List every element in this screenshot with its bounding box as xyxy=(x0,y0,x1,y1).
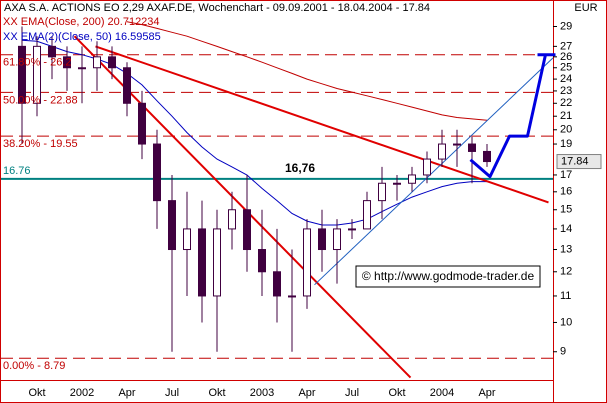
y-tick-label: 13 xyxy=(560,243,572,255)
candle-body xyxy=(78,67,86,70)
candle-body xyxy=(243,209,251,251)
candle-body xyxy=(123,67,131,104)
x-tick-label: Apr xyxy=(118,387,135,399)
ema-line xyxy=(126,21,488,121)
candle-body xyxy=(138,102,146,145)
x-tick-label: 2003 xyxy=(250,387,274,399)
level-label: 38.20% - 19.55 xyxy=(3,138,78,150)
candle-body xyxy=(363,200,371,230)
chart-title: AXA S.A. ACTIONS EO 2,29 AXAF.DE, Wochen… xyxy=(4,2,430,14)
y-tick-label: 19 xyxy=(560,138,572,150)
y-tick-label: 25 xyxy=(560,62,572,74)
y-tick-label: 27 xyxy=(560,40,572,52)
candle-body xyxy=(288,295,296,298)
copyright-box xyxy=(355,265,541,288)
candle-body xyxy=(333,228,341,251)
candle-body xyxy=(303,228,311,297)
y-tick-label: 21 xyxy=(560,110,572,122)
candle-body xyxy=(378,182,386,202)
x-tick-label: Jul xyxy=(345,387,359,399)
overlay-layer xyxy=(1,21,554,379)
x-tick-label: 2004 xyxy=(430,387,454,399)
candle-body xyxy=(438,143,446,160)
trend-line xyxy=(95,45,549,204)
x-tick-label: Okt xyxy=(208,387,225,399)
x-tick-label: Okt xyxy=(28,387,45,399)
candle-body xyxy=(348,228,356,231)
candle-body xyxy=(258,249,266,273)
level-label: 0.00% - 8.79 xyxy=(3,360,65,372)
level-center-label: 16,76 xyxy=(285,161,315,175)
candle-body xyxy=(393,182,401,185)
y-tick-label: 20 xyxy=(560,124,572,136)
unit-label: EUR xyxy=(574,2,597,14)
annotation-layer: 61.80% - 26.2 50.00% - 22.88 38.20% - 19.5… xyxy=(3,16,556,372)
candle-layer xyxy=(18,26,491,352)
x-tick-label: Okt xyxy=(388,387,405,399)
legend-entry: XX EMA(Close, 200) 20.712234 xyxy=(3,16,160,28)
candle-body xyxy=(93,56,101,69)
trend-line xyxy=(314,57,554,286)
candle-body xyxy=(18,45,26,104)
y-tick-label: 17 xyxy=(560,169,572,181)
candle-body xyxy=(213,228,221,297)
level-label: 16.76 xyxy=(3,165,31,177)
x-tick-label: Apr xyxy=(478,387,495,399)
x-tick-label: 2002 xyxy=(70,387,94,399)
plot-frame xyxy=(0,0,554,381)
candle-body xyxy=(33,45,41,104)
y-tick-label: 22 xyxy=(560,97,572,109)
candle-body xyxy=(183,228,191,251)
copyright: © http://www.godmode-trader.de xyxy=(362,269,535,283)
candle-body xyxy=(468,143,476,152)
candle-body xyxy=(483,150,491,163)
y-tick-label: 15 xyxy=(560,204,572,216)
y-tick-label: 26 xyxy=(560,51,572,63)
projection-line xyxy=(469,54,547,179)
y-tick-label: 10 xyxy=(560,316,572,328)
y-tick-label: 24 xyxy=(560,73,572,85)
y-tick-label: 29 xyxy=(560,20,572,32)
candle-body xyxy=(63,56,71,69)
candle-body xyxy=(408,174,416,184)
y-tick-label: 9 xyxy=(560,346,566,358)
candle-body xyxy=(228,209,236,230)
last-price-box xyxy=(556,154,602,170)
candle-body xyxy=(273,271,281,297)
y-tick-label: 11 xyxy=(560,290,571,302)
candle-body xyxy=(423,158,431,176)
legend-entry: XX EMA(2)(Close, 50) 16.59585 xyxy=(3,31,161,43)
y-tick-label: 16 xyxy=(560,186,572,198)
x-tick-label: Apr xyxy=(298,387,315,399)
y-tick-label: 23 xyxy=(560,85,572,97)
candle-body xyxy=(153,143,161,202)
candle-body xyxy=(168,200,176,251)
x-tick-label: Jul xyxy=(165,387,179,399)
candle-body xyxy=(108,56,116,69)
candle-body xyxy=(198,228,206,297)
last-price-label: 17.84 xyxy=(561,155,589,167)
y-tick-label: 14 xyxy=(560,223,572,235)
level-label: 50.00% - 22.88 xyxy=(3,94,78,106)
candle-body xyxy=(318,228,326,251)
candle-body xyxy=(48,45,56,58)
candle-body xyxy=(453,143,461,146)
level-label: 61.80% - 26.2 xyxy=(3,57,72,69)
y-tick-label: 12 xyxy=(560,266,572,278)
